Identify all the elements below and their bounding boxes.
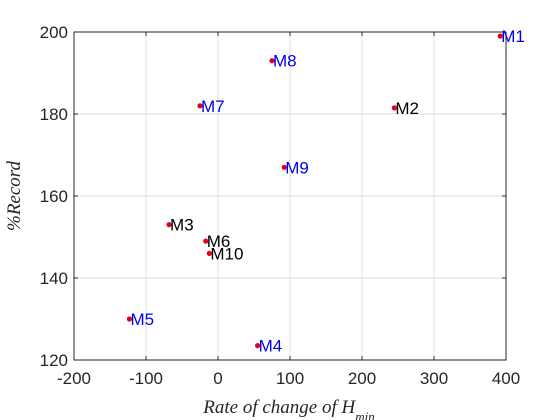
- data-point-label: M8: [273, 52, 297, 71]
- data-point-marker: [281, 164, 287, 170]
- y-tick-label: 160: [40, 187, 68, 206]
- data-point-marker: [497, 33, 503, 39]
- data-point-label: M3: [170, 216, 194, 235]
- data-point-label: M7: [201, 97, 225, 116]
- data-point-marker: [203, 238, 209, 244]
- data-point-marker: [166, 222, 172, 228]
- x-axis-label: Rate of change of Hmin: [202, 397, 374, 420]
- data-point-label: M6: [207, 232, 231, 251]
- data-point-label: M2: [395, 99, 419, 118]
- data-point-marker: [255, 343, 261, 349]
- x-tick-label: 400: [492, 369, 520, 388]
- x-tick-label: 0: [213, 369, 222, 388]
- axis-ticks: -200 -100 0 100 200 300 400 120 140 160 180 200: [40, 23, 521, 388]
- data-point-label: M1: [501, 27, 525, 46]
- y-axis-label: %Record: [4, 161, 25, 231]
- data-point-label: M10: [210, 244, 243, 263]
- data-point-label: M4: [259, 337, 283, 356]
- data-points: M1 M2 M3 M4 M5 M6 M7 M8 M9 M10: [126, 27, 525, 356]
- data-point-marker: [269, 58, 275, 64]
- x-tick-label: 100: [276, 369, 304, 388]
- data-point-marker: [391, 105, 397, 111]
- data-point-label: M5: [130, 310, 154, 329]
- data-point-marker: [126, 316, 133, 322]
- x-tick-label: 300: [420, 369, 448, 388]
- data-point-marker: [206, 250, 212, 256]
- data-point-label: M9: [285, 158, 309, 177]
- y-tick-label: 140: [40, 269, 68, 288]
- data-point-marker: [197, 103, 203, 109]
- y-tick-label: 180: [40, 105, 68, 124]
- x-tick-label: 200: [348, 369, 376, 388]
- x-tick-label: -100: [129, 369, 163, 388]
- y-tick-label: 120: [40, 351, 68, 370]
- x-tick-label: -200: [57, 369, 91, 388]
- y-tick-label: 200: [40, 23, 68, 42]
